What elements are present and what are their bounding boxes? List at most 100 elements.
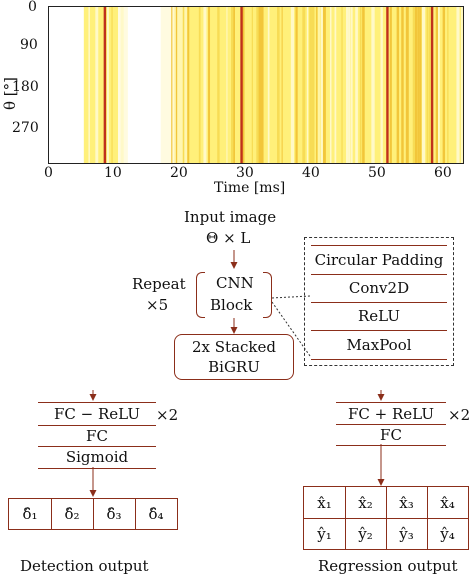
heatmap-image (49, 7, 463, 163)
heatmap-texture-stripe (187, 7, 190, 163)
heatmap-texture-stripe (260, 7, 264, 163)
cnn-label: CNN (216, 274, 254, 292)
heatmap-texture-stripe (306, 7, 309, 163)
detection-head: FC − ReLU FC Sigmoid (38, 402, 156, 469)
heatmap-texture-stripe (320, 7, 323, 163)
heatmap-texture-stripe (348, 7, 351, 163)
input-image-title: Input image (184, 208, 277, 226)
y-hat-2: ŷ₂ (358, 524, 373, 543)
x-hat-4: x̂₄ (440, 493, 455, 512)
heatmap-texture-stripe (421, 7, 426, 163)
heatmap-texture-stripe (316, 7, 318, 163)
detection-multiplier: ×2 (156, 406, 179, 424)
heatmap-texture-stripe (323, 7, 326, 163)
y-hat-4: ŷ₄ (440, 524, 455, 543)
heatmap-texture-stripe (380, 7, 383, 163)
heatmap-texture-stripe (267, 7, 270, 163)
detection-fc-relu: FC − ReLU (54, 405, 140, 423)
repeat-count: ×5 (146, 296, 169, 314)
heatmap-peak-stripe (386, 7, 389, 163)
heatmap-texture-stripe (318, 7, 320, 163)
heatmap-plot (48, 6, 464, 164)
heatmap-texture-stripe (362, 7, 365, 163)
detection-output-vector: δ̂₁ δ̂₂ δ̂₃ δ̂₄ (8, 498, 178, 530)
x-hat-3: x̂₃ (399, 493, 414, 512)
layer-conv2d: Conv2D (348, 279, 410, 297)
x-tick-10: 10 (104, 165, 122, 181)
cnn-right-bracket (263, 272, 272, 318)
regression-head: FC + ReLU FC (336, 402, 446, 446)
heatmap-texture-stripe (405, 7, 409, 163)
heatmap-texture-stripe (355, 7, 358, 163)
heatmap-texture-stripe (389, 7, 392, 163)
heatmap-texture-stripe (290, 7, 295, 163)
cnn-block: CNN Block (194, 270, 274, 320)
heatmap-texture-stripe (106, 7, 109, 163)
heatmap-texture-stripe (256, 7, 260, 163)
heatmap-band (49, 7, 84, 163)
heatmap-texture-stripe (226, 7, 228, 163)
heatmap-texture-stripe (341, 7, 343, 163)
heatmap-texture-stripe (334, 7, 337, 163)
cnn-detail-box (304, 237, 454, 366)
detection-fc: FC (86, 426, 108, 445)
regression-fc-relu: FC + ReLU (348, 404, 434, 423)
y-tick-270: 270 (12, 120, 39, 136)
heatmap-peak-stripe (103, 7, 107, 163)
repeat-label: Repeat (132, 275, 186, 293)
heatmap-texture-stripe (371, 7, 375, 163)
heatmap-texture-stripe (258, 7, 262, 163)
heatmap-texture-stripe (426, 7, 429, 163)
heatmap-texture-stripe (311, 7, 315, 163)
x-tick-0: 0 (44, 165, 53, 181)
heatmap-texture-stripe (182, 7, 185, 163)
bigru-label-line2: BiGRU (208, 358, 260, 376)
input-dimensions: Θ × L (206, 229, 251, 247)
heatmap-texture-stripe (277, 7, 280, 163)
heatmap-peak-stripe (240, 7, 243, 163)
y-tick-0: 0 (28, 0, 37, 15)
regression-caption: Regression output (318, 557, 458, 575)
heatmap-texture-stripe (120, 7, 124, 163)
heatmap-texture-stripe (329, 7, 332, 163)
heatmap-peak-stripe (430, 7, 434, 163)
heatmap-texture-stripe (309, 7, 312, 163)
heatmap-texture-stripe (447, 7, 449, 163)
heatmap-texture-stripe (373, 7, 375, 163)
bigru-block: 2x Stacked BiGRU (174, 334, 294, 380)
x-hat-1: x̂₁ (317, 493, 332, 512)
heatmap-texture-stripe (242, 7, 245, 163)
heatmap-texture-stripe (88, 7, 90, 163)
delta-3: δ̂₃ (106, 505, 122, 523)
heatmap-texture-stripe (438, 7, 440, 163)
heatmap-band (127, 7, 161, 163)
layer-maxpool: MaxPool (346, 335, 412, 354)
heatmap-texture-stripe (419, 7, 422, 163)
heatmap-texture-stripe (251, 7, 253, 163)
block-label: Block (210, 296, 253, 314)
heatmap-texture-stripe (417, 7, 420, 163)
heatmap-texture-stripe (442, 7, 446, 163)
heatmap-texture-stripe (175, 7, 178, 163)
heatmap-texture-stripe (412, 7, 416, 163)
heatmap-texture-stripe (111, 7, 113, 163)
x-tick-30: 30 (236, 165, 254, 181)
detection-sigmoid: Sigmoid (65, 448, 129, 466)
bigru-label-line1: 2x Stacked (192, 338, 276, 356)
layer-relu: ReLU (358, 307, 400, 325)
x-tick-20: 20 (170, 165, 188, 181)
heatmap-texture-stripe (217, 7, 220, 163)
regression-multiplier: ×2 (448, 406, 471, 424)
heatmap-texture-stripe (208, 7, 211, 163)
heatmap-texture-stripe (198, 7, 201, 163)
heatmap-texture-stripe (346, 7, 349, 163)
x-tick-60: 60 (434, 165, 452, 181)
delta-2: δ̂₂ (64, 505, 80, 523)
x-axis-label: Time [ms] (214, 180, 286, 196)
heatmap-texture-stripe (456, 7, 460, 163)
heatmap-texture-stripe (171, 7, 173, 163)
heatmap-texture-stripe (396, 7, 400, 163)
x-hat-2: x̂₂ (358, 493, 373, 512)
heatmap-texture-stripe (401, 7, 404, 163)
y-tick-90: 90 (20, 37, 38, 53)
